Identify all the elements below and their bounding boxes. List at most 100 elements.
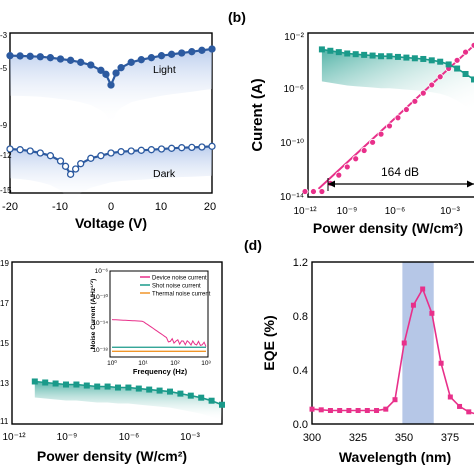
d-eqe-point-15 bbox=[447, 394, 453, 400]
c-ytick-4: 11 bbox=[0, 417, 9, 426]
inset-ytick-1: 10⁻¹⁰ bbox=[93, 293, 109, 301]
noise-inset: 10⁻⁶ 10⁻¹⁰ 10⁻¹⁴ 10⁻¹⁸ 10⁰ 10¹ 10² 10³ F… bbox=[89, 268, 212, 376]
a-xtick-1: -10 bbox=[52, 201, 68, 213]
a-series-0-point-11 bbox=[107, 81, 115, 89]
c-point-12 bbox=[156, 387, 163, 394]
a-ytick-4: -15 bbox=[0, 186, 12, 195]
a-ytick-2: -9 bbox=[0, 121, 8, 130]
a-series-1-point-5 bbox=[56, 157, 65, 165]
a-series-0-point-15 bbox=[137, 56, 145, 64]
b-noise-point-14 bbox=[437, 58, 444, 65]
d-eqe-point-12 bbox=[420, 286, 426, 292]
a-ytick-3: -12 bbox=[0, 151, 12, 160]
a-series-0-point-12 bbox=[112, 69, 120, 77]
b-photocurrent-point-4 bbox=[335, 171, 343, 179]
panel-a: -3 -5 -9 -12 -15 -20 -10 0 10 20 Voltage… bbox=[0, 31, 216, 231]
d-eqe-point-2 bbox=[327, 408, 333, 413]
b-noise-point-4 bbox=[352, 51, 359, 58]
c-point-16 bbox=[198, 394, 205, 401]
b-photocurrent-point-16 bbox=[436, 73, 444, 81]
c-point-15 bbox=[187, 392, 194, 399]
a-series-0-point-6 bbox=[66, 56, 75, 64]
a-series-1-point-12 bbox=[107, 149, 115, 157]
d-eqe-point-3 bbox=[337, 408, 343, 413]
c-ytick-1: 17 bbox=[0, 299, 9, 308]
d-eqe-point-8 bbox=[383, 406, 389, 412]
c-xtick-1: 10⁻⁹ bbox=[57, 432, 78, 443]
b-noise-point-7 bbox=[378, 53, 385, 60]
inset-legend: Device noise current Shot noise current … bbox=[140, 276, 211, 298]
c-point-13 bbox=[167, 388, 173, 395]
d-eqe-point-14 bbox=[438, 360, 444, 366]
a-series-0-point-13 bbox=[117, 64, 125, 72]
c-ytick-2: 15 bbox=[0, 339, 9, 348]
c-point-17 bbox=[208, 397, 215, 404]
b-ytick-1: 10⁻⁶ bbox=[283, 84, 304, 95]
b-noise-point-1 bbox=[327, 47, 334, 54]
b-noise-point-6 bbox=[369, 52, 376, 59]
b-photocurrent-point-11 bbox=[394, 114, 402, 122]
a-xtick-0: -20 bbox=[2, 201, 18, 213]
c-point-8 bbox=[115, 384, 121, 391]
d-panel-label: (d) bbox=[244, 237, 262, 253]
inset-xtick-0: 10⁰ bbox=[107, 359, 117, 367]
d-eqe-point-10 bbox=[401, 340, 407, 346]
b-noise-point-2 bbox=[335, 49, 342, 56]
b-xtick-1: 10⁻⁹ bbox=[337, 206, 358, 217]
b-photocurrent-point-2 bbox=[318, 188, 326, 195]
b-xtick-2: 10⁻⁶ bbox=[385, 206, 406, 217]
a-series-0-point-14 bbox=[127, 58, 135, 66]
c-point-3 bbox=[63, 381, 69, 388]
b-photocurrent-point-6 bbox=[352, 155, 360, 163]
a-series-1-point-21 bbox=[198, 143, 206, 151]
inset-xtick-3: 10³ bbox=[201, 360, 211, 367]
a-series-1-point-13 bbox=[117, 148, 125, 156]
b-noise-point-8 bbox=[386, 53, 393, 60]
a-series-1-point-7 bbox=[66, 170, 75, 178]
a-series-0-point-16 bbox=[147, 54, 156, 62]
a-series-0-point-10 bbox=[102, 70, 110, 78]
b-photocurrent-point-7 bbox=[360, 147, 368, 154]
b-ylabel: Curent (A) bbox=[249, 78, 266, 151]
b-photocurrent-point-9 bbox=[377, 130, 385, 138]
legend-dark: Dark bbox=[153, 168, 176, 180]
a-series-0-point-4 bbox=[46, 54, 55, 62]
c-point-2 bbox=[52, 380, 59, 387]
b-ytick-3: 10⁻¹⁴ bbox=[280, 192, 304, 203]
b-ytick-0: 10⁻² bbox=[284, 32, 304, 43]
d-ylabel: EQE (%) bbox=[261, 315, 277, 370]
b-noise-point-11 bbox=[411, 55, 418, 62]
c-point-7 bbox=[104, 383, 111, 390]
a-series-1-point-8 bbox=[72, 165, 80, 173]
d-eqe-point-4 bbox=[346, 408, 352, 413]
a-series-0-point-21 bbox=[198, 46, 206, 54]
d-ytick-3: 1.2 bbox=[293, 257, 308, 269]
dynamic-range-arrow bbox=[327, 178, 474, 191]
inset-xtick-2: 10² bbox=[170, 360, 180, 367]
legend-light: Light bbox=[153, 64, 176, 76]
b-xlabel: Power density (W/cm²) bbox=[313, 220, 463, 236]
b-noise-point-18 bbox=[471, 76, 474, 83]
a-series-1-point-1 bbox=[16, 146, 24, 154]
b-ytick-2: 10⁻¹⁰ bbox=[280, 138, 304, 149]
d-eqe-point-11 bbox=[410, 302, 416, 308]
a-series-0-point-19 bbox=[178, 49, 186, 57]
a-series-0-point-7 bbox=[77, 58, 85, 66]
d-eqe-point-1 bbox=[318, 407, 324, 413]
b-photocurrent-point-20 bbox=[470, 41, 474, 49]
a-series-0-point-5 bbox=[56, 55, 65, 63]
uv-band bbox=[402, 262, 434, 424]
d-eqe-point-0 bbox=[309, 406, 315, 412]
inset-xlabel: Frequency (Hz) bbox=[133, 367, 188, 376]
a-series-1-point-15 bbox=[137, 146, 145, 154]
d-xtick-3: 375 bbox=[441, 432, 459, 444]
a-ytick-1: -5 bbox=[0, 64, 8, 73]
a-series-0-point-9 bbox=[97, 66, 105, 74]
c-point-1 bbox=[42, 379, 49, 386]
a-series-1-point-14 bbox=[127, 147, 135, 155]
a-series-1-point-17 bbox=[157, 145, 166, 153]
d-ytick-2: 0.8 bbox=[293, 311, 308, 323]
b-photocurrent-point-15 bbox=[428, 81, 436, 89]
dark-shade bbox=[10, 146, 212, 204]
b-noise-point-3 bbox=[344, 50, 351, 57]
